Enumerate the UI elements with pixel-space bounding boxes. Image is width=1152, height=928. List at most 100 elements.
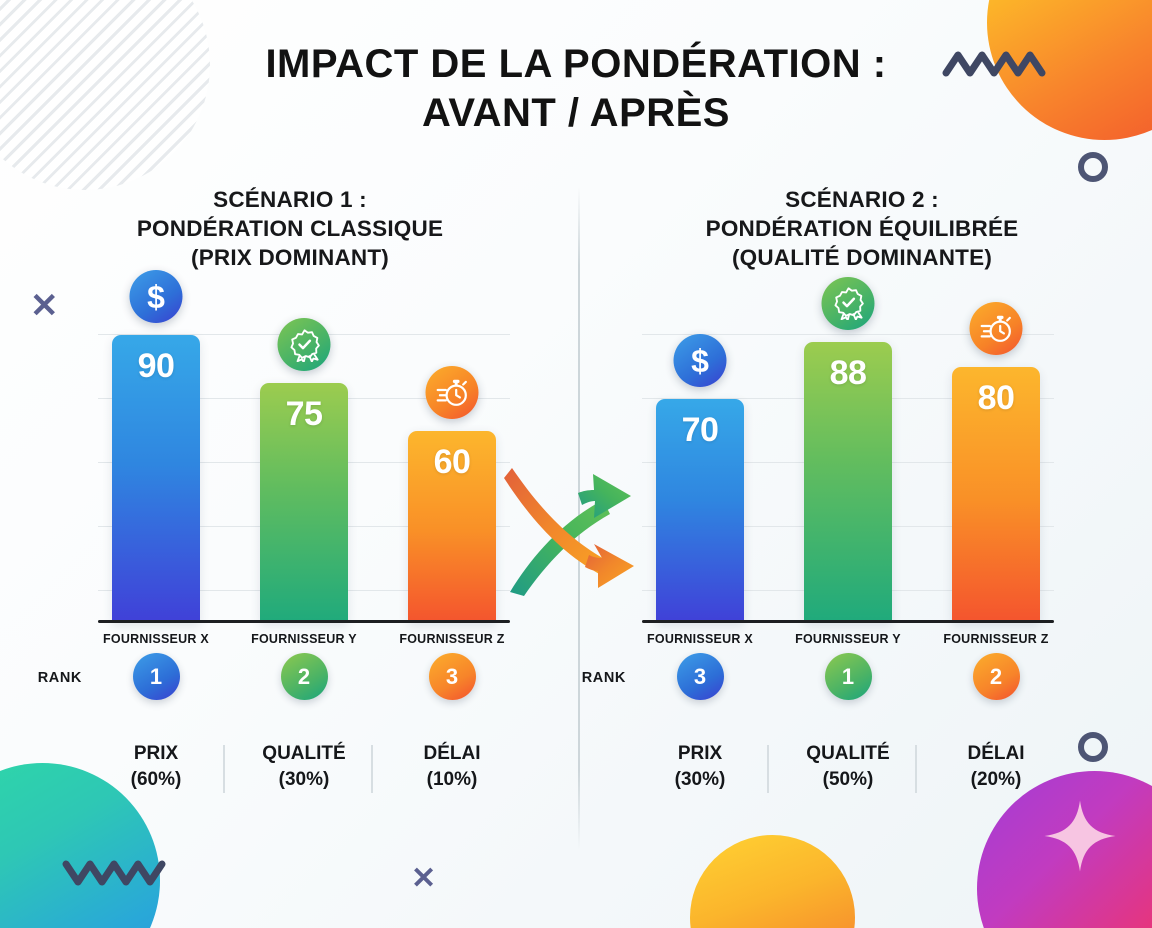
criterion-weight: (50%) [822, 768, 874, 790]
category-label: FOURNISSEUR Y [251, 632, 357, 647]
arrow-down-orange-icon [504, 468, 634, 588]
criterion-name: QUALITÉ [806, 743, 890, 765]
crossing-arrows-graphic [504, 468, 634, 596]
criteria-row: PRIX (30%) QUALITÉ (50%) DÉLAI (20%) [642, 741, 1054, 794]
category-labels: FOURNISSEUR X FOURNISSEUR Y FOURNISSEUR Z [642, 623, 1054, 646]
category-label: FOURNISSEUR Y [795, 632, 901, 647]
criterion-cell: PRIX (60%) [98, 741, 214, 792]
bar[interactable]: 90 [112, 335, 200, 624]
category-labels: FOURNISSEUR X FOURNISSEUR Y FOURNISSEUR Z [98, 623, 510, 646]
bar-slot: 88 [790, 276, 906, 624]
stopwatch-icon [969, 302, 1023, 356]
page-title-line-1: IMPACT DE LA PONDÉRATION : [265, 42, 887, 86]
stopwatch-icon [425, 366, 479, 420]
rank-badges: 1 2 3 [98, 653, 510, 711]
category-label: FOURNISSEUR Z [943, 632, 1049, 647]
rank-badges: 3 1 2 [642, 653, 1054, 711]
criterion-cell: QUALITÉ (50%) [767, 741, 906, 794]
criterion-cell: DÉLAI (10%) [371, 741, 510, 794]
criterion-cell: QUALITÉ (30%) [223, 741, 362, 794]
bar-value-label: 60 [433, 443, 471, 482]
scenario-heading-1: SCÉNARIO 1 : PONDÉRATION CLASSIQUE (PRIX D… [10, 186, 570, 272]
bar[interactable]: 70 [656, 399, 744, 624]
scenario-heading-line-1: SCÉNARIO 1 : [213, 187, 367, 212]
ring-outline-top-right-decoration [1078, 152, 1108, 182]
rank-row: RANK 1 2 3 [38, 653, 510, 711]
badge-check-icon [277, 318, 331, 372]
bar-value-label: 75 [285, 395, 323, 434]
rank-badge: 1 [824, 653, 872, 701]
badge-check-icon [821, 276, 875, 330]
chart-baseline [642, 620, 1054, 624]
bar-chart-1: $90 75 60 FOURNISSEUR X FOURNISSEUR Y FOURNIS… [98, 270, 510, 646]
category-label: FOURNISSEUR Z [399, 632, 505, 647]
bar-value-label: 90 [137, 347, 175, 386]
criterion-weight: (60%) [130, 768, 182, 790]
arrow-up-green-icon [510, 474, 631, 596]
rank-badge: 3 [428, 653, 476, 701]
criterion-name: QUALITÉ [262, 743, 346, 765]
criterion-name: PRIX [133, 743, 179, 765]
rank-cell: 2 [246, 653, 362, 711]
rank-cell: 3 [394, 653, 510, 711]
rank-cell: 2 [938, 653, 1054, 711]
page-title: IMPACT DE LA PONDÉRATION : AVANT / APRÈS [0, 40, 1152, 138]
bar-chart-2: $70 88 80 FOURNISSEUR X FOURNISSEUR Y FOURNIS… [642, 276, 1054, 646]
criterion-name: DÉLAI [967, 743, 1025, 765]
bar-group: $90 75 60 [98, 270, 510, 624]
dollar-glyph: $ [147, 278, 165, 315]
bar[interactable]: 88 [804, 341, 892, 624]
bar-value-label: 88 [829, 353, 867, 392]
bar[interactable]: 80 [952, 367, 1040, 624]
criterion-name: DÉLAI [423, 743, 481, 765]
dollar-icon: $ [129, 270, 183, 324]
rank-cell: 1 [790, 653, 906, 711]
bar-slot: $70 [642, 303, 758, 624]
criterion-cell: PRIX (30%) [642, 741, 758, 792]
scenario-panel-2: SCÉNARIO 2 : PONDÉRATION ÉQUILIBRÉE (QUALI… [582, 186, 1142, 866]
criterion-weight: (20%) [970, 768, 1022, 790]
rank-row: RANK 3 1 2 [582, 653, 1054, 711]
rank-cell: 1 [98, 653, 214, 711]
criterion-cell: DÉLAI (20%) [915, 741, 1054, 794]
bar-value-label: 80 [977, 379, 1015, 418]
bar-slot: $90 [98, 270, 214, 624]
criteria-row: PRIX (60%) QUALITÉ (30%) DÉLAI (10%) [98, 741, 510, 794]
category-label: FOURNISSEUR X [102, 632, 210, 647]
bar-group: $70 88 80 [642, 276, 1054, 624]
x-mark-bottom-decoration: ✕ [411, 862, 437, 895]
badge-check-glyph [834, 287, 864, 321]
bar-slot: 75 [246, 303, 362, 624]
rank-badge: 3 [676, 653, 724, 701]
criterion-weight: (30%) [674, 768, 726, 790]
scenario-heading-line-1: SCÉNARIO 2 : [785, 187, 939, 212]
criterion-weight: (10%) [426, 768, 478, 790]
criterion-weight: (30%) [278, 768, 330, 790]
scenario-heading-line-2: PONDÉRATION ÉQUILIBRÉE [705, 215, 1019, 241]
rank-caption: RANK [581, 670, 626, 687]
rank-cell: 3 [642, 653, 758, 711]
scenario-panel-1: SCÉNARIO 1 : PONDÉRATION CLASSIQUE (PRIX D… [10, 186, 570, 866]
scenario-heading-line-2: PONDÉRATION CLASSIQUE [136, 215, 444, 241]
bar-slot: 60 [394, 303, 510, 624]
scenario-heading-line-3: (QUALITÉ DOMINANTE) [731, 244, 993, 270]
badge-check-glyph [290, 329, 320, 362]
page-title-line-2: AVANT / APRÈS [421, 90, 730, 135]
bar[interactable]: 60 [408, 431, 496, 624]
scenario-heading-line-3: (PRIX DOMINANT) [191, 244, 389, 270]
category-label: FOURNISSEUR X [646, 632, 754, 647]
bar-slot: 80 [938, 302, 1054, 624]
rank-badge: 2 [280, 653, 328, 701]
rank-caption: RANK [37, 670, 82, 687]
rank-badge: 1 [132, 653, 180, 701]
stopwatch-glyph [980, 315, 1011, 342]
chart-baseline [98, 620, 510, 624]
rank-badge: 2 [972, 653, 1020, 701]
gridline [642, 334, 1054, 336]
bar[interactable]: 75 [260, 383, 348, 624]
dollar-icon: $ [673, 334, 727, 388]
criterion-name: PRIX [677, 743, 723, 765]
scenario-heading-2: SCÉNARIO 2 : PONDÉRATION ÉQUILIBRÉE (QUALI… [582, 186, 1142, 272]
bar-value-label: 70 [681, 411, 719, 450]
